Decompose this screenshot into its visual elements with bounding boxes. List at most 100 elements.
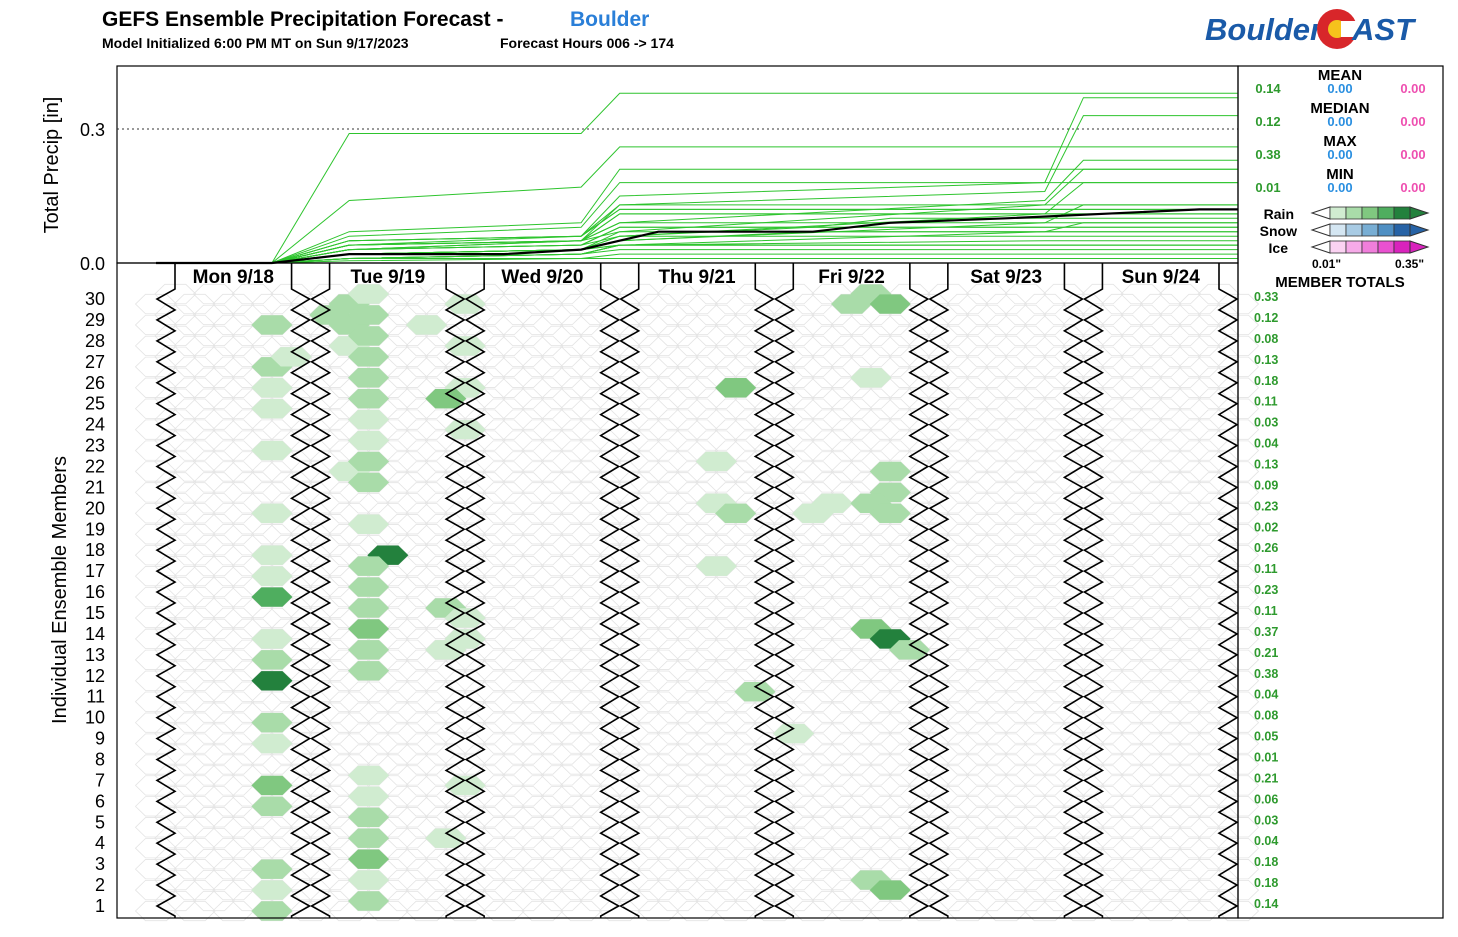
hex-cell <box>695 451 737 472</box>
mean-line <box>156 208 1238 265</box>
member-label: 20 <box>85 498 105 518</box>
hex-cell <box>348 765 390 786</box>
member-total: 0.18 <box>1254 876 1278 890</box>
hex-cell <box>348 849 390 869</box>
day-divider <box>908 263 930 918</box>
legend-swatch <box>1361 223 1379 237</box>
member-line <box>156 249 1238 264</box>
hex-cell <box>444 608 486 628</box>
hex-cell <box>715 378 757 398</box>
member-total: 0.38 <box>1254 667 1278 681</box>
hex-cell <box>348 388 390 409</box>
legend-swatch <box>1377 206 1395 220</box>
member-total: 0.05 <box>1254 730 1278 744</box>
stat-ice: 0.00 <box>1400 81 1425 96</box>
hex-cell <box>251 503 293 524</box>
legend-arrow-left <box>1310 223 1331 237</box>
member-total: 0.04 <box>1254 688 1278 702</box>
legend-snow-label: Snow <box>1260 223 1297 239</box>
member-label: 24 <box>85 415 105 435</box>
day-label: Mon 9/18 <box>193 267 274 288</box>
hex-cell <box>251 398 293 419</box>
stat-snow: 0.00 <box>1327 147 1352 162</box>
hex-cell <box>715 503 757 524</box>
member-label: 3 <box>95 854 105 874</box>
hex-cell <box>251 859 293 879</box>
member-line <box>156 213 1238 264</box>
legend-swatch <box>1377 223 1395 237</box>
member-total: 0.06 <box>1254 792 1278 806</box>
hex-cell <box>773 723 815 744</box>
stats-panel-frame <box>1237 65 1444 919</box>
hex-cell <box>251 315 293 335</box>
member-totals-title: MEMBER TOTALS <box>1275 274 1404 291</box>
member-label: 4 <box>95 833 105 853</box>
hex-cell <box>251 712 293 733</box>
stat-snow: 0.00 <box>1327 114 1352 129</box>
hex-cell <box>251 880 293 900</box>
legend-swatch <box>1361 240 1379 254</box>
member-label: 14 <box>85 624 105 644</box>
member-total: 0.03 <box>1254 813 1278 827</box>
bottom-ylabel: Individual Ensemble Members <box>49 456 71 724</box>
hex-cell <box>348 347 390 367</box>
member-label: 15 <box>85 603 105 623</box>
bouldercast-logo: Boulder AST <box>1205 9 1417 49</box>
hex-cell <box>869 461 911 482</box>
legend-swatch <box>1329 240 1347 254</box>
member-label: 9 <box>95 729 105 749</box>
member-totals: 0.14 0.18 0.18 0.04 0.03 0.06 0.21 0.01 0.05 0.08… <box>1254 290 1278 911</box>
day-divider <box>289 263 312 918</box>
hex-cell <box>425 388 467 409</box>
legend-min-label: 0.01" <box>1312 257 1341 271</box>
ytick-0: 0.0 <box>80 254 105 274</box>
day-label: Sun 9/24 <box>1122 267 1201 288</box>
member-label: 5 <box>95 812 105 832</box>
hex-cell <box>811 493 853 514</box>
day-divider <box>773 263 795 918</box>
member-total: 0.11 <box>1254 395 1278 409</box>
member-label: 25 <box>85 394 105 414</box>
member-total: 0.08 <box>1254 332 1278 346</box>
legend-colorbars <box>1310 206 1430 254</box>
stat-label: MEDIAN <box>1310 100 1369 117</box>
top-ylabel: Total Precip [in] <box>41 97 63 234</box>
hex-cell <box>251 629 293 649</box>
hex-cell <box>869 294 911 314</box>
legend-rain-label: Rain <box>1264 206 1294 222</box>
member-label: 19 <box>85 519 105 539</box>
member-line <box>156 213 1238 264</box>
member-label: 17 <box>85 561 105 581</box>
member-hex-panel: Mon 9/18 Tue 9/19 Wed 9/20 Thu 9/21 Fri 9/22… <box>49 262 1260 922</box>
legend-arrow-right <box>1409 240 1430 254</box>
hex-cell <box>348 451 390 472</box>
member-label: 12 <box>85 666 105 686</box>
member-total: 0.21 <box>1254 771 1278 785</box>
stat-rain: 0.38 <box>1255 147 1280 162</box>
member-total: 0.02 <box>1254 520 1278 534</box>
legend-swatch <box>1329 206 1347 220</box>
chart-title: GEFS Ensemble Precipitation Forecast - <box>102 8 503 31</box>
member-label: 8 <box>95 749 105 769</box>
hex-cell <box>348 368 390 388</box>
hex-cell <box>251 671 293 691</box>
day-label: Thu 9/21 <box>658 267 736 288</box>
stat-snow: 0.00 <box>1327 81 1352 96</box>
hex-cell <box>348 472 390 493</box>
legend-swatch <box>1329 223 1347 237</box>
member-total: 0.23 <box>1254 499 1278 513</box>
day-divider <box>1062 263 1085 918</box>
svg-text:AST: AST <box>1351 12 1417 47</box>
member-label: 16 <box>85 582 105 602</box>
stat-rain: 0.01 <box>1255 180 1280 195</box>
hex-cell <box>348 430 390 451</box>
hex-cell <box>348 640 390 660</box>
hex-cell <box>251 378 293 398</box>
member-label: 2 <box>95 875 105 895</box>
hex-cell <box>270 347 312 367</box>
hex-cell <box>348 598 390 618</box>
member-total: 0.03 <box>1254 416 1278 430</box>
hex-cell <box>869 503 911 524</box>
